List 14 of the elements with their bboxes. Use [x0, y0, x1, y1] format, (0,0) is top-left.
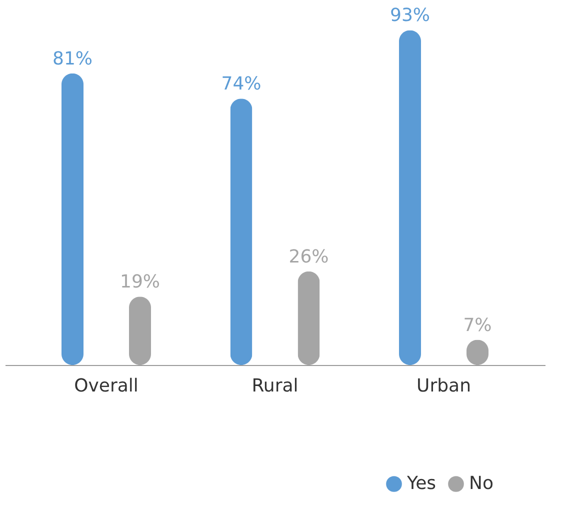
x-tick-label: Overall — [74, 376, 138, 396]
bar — [62, 73, 84, 365]
legend-label: Yes — [406, 473, 436, 494]
data-label: 19% — [120, 272, 160, 293]
data-label: 7% — [463, 314, 492, 336]
bar — [230, 98, 252, 365]
x-tick-label: Rural — [252, 376, 298, 396]
bar — [399, 30, 421, 365]
data-label: 74% — [221, 74, 262, 95]
data-label: 93% — [390, 5, 430, 26]
data-label: 26% — [288, 246, 329, 268]
data-label: 81% — [52, 48, 93, 70]
legend-label: No — [469, 473, 494, 494]
x-tick-label: Urban — [416, 376, 471, 396]
